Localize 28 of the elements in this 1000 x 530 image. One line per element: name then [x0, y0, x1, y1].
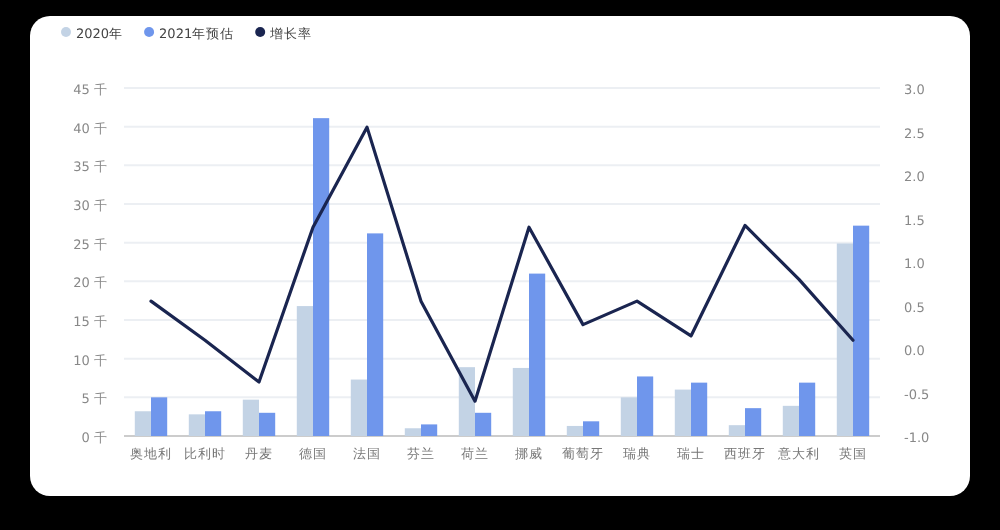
bar: [350, 379, 367, 436]
bar: [620, 397, 637, 436]
bar: [691, 382, 708, 436]
bar: [242, 399, 259, 436]
bar: [745, 408, 762, 436]
bar: [367, 233, 384, 436]
bar: [566, 425, 583, 436]
bar: [583, 421, 600, 436]
bar: [674, 389, 691, 436]
bar: [259, 412, 276, 436]
bar: [205, 411, 222, 436]
bar: [475, 412, 492, 436]
bar: [782, 405, 799, 436]
bar: [799, 382, 816, 436]
bar: [728, 425, 745, 436]
bar: [151, 397, 168, 436]
bar: [134, 411, 151, 436]
bar: [529, 273, 546, 436]
bar: [637, 376, 654, 436]
bar: [512, 367, 529, 436]
bar: [404, 428, 421, 436]
bar: [836, 243, 853, 436]
bar: [853, 225, 870, 436]
bar: [296, 306, 313, 436]
bar: [313, 118, 330, 436]
bar: [188, 414, 205, 436]
line-series: [149, 125, 855, 403]
bar: [421, 424, 438, 436]
